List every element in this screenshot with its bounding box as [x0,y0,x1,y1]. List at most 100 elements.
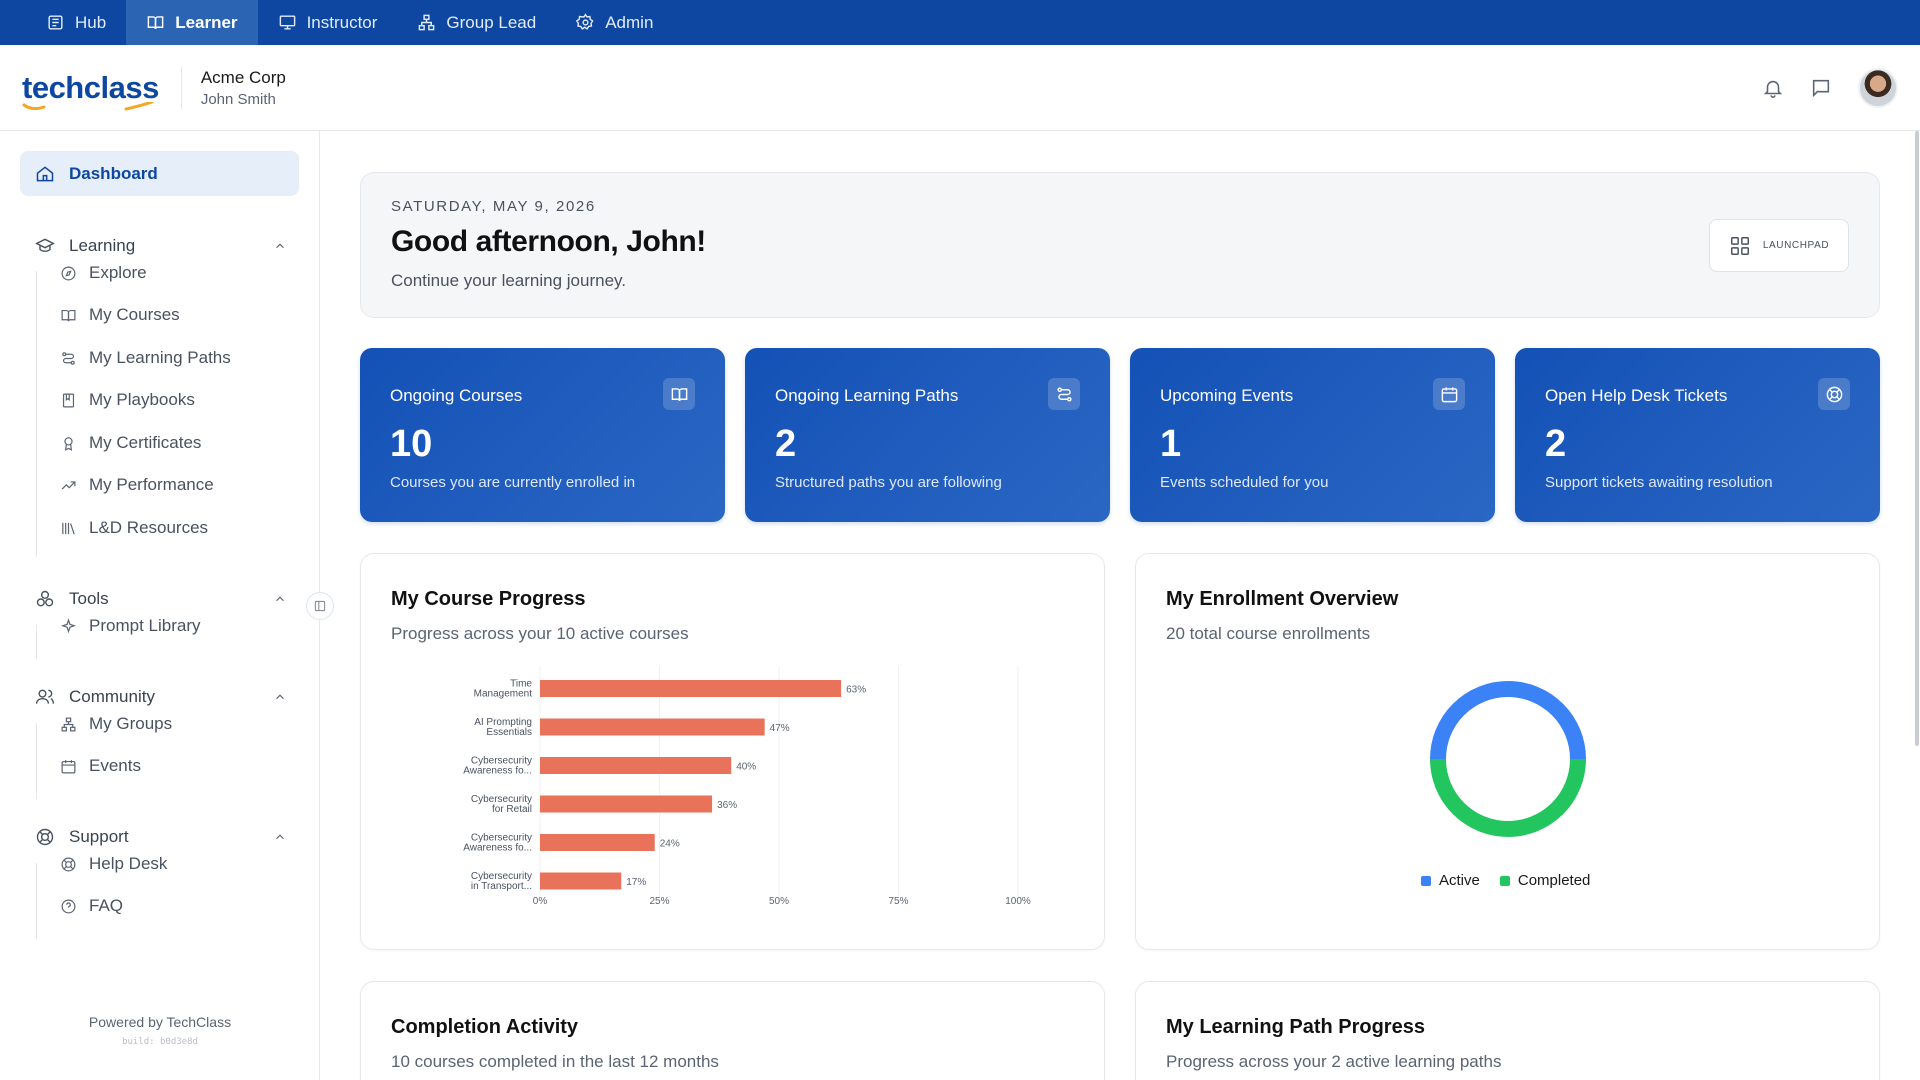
sidebar-section-learning[interactable]: Learning [20,228,299,264]
sidebar-item-faq[interactable]: FAQ [60,890,123,922]
y-tick-label: Cybersecurity [471,833,532,844]
bar[interactable] [540,757,732,774]
donut-legend: Active Completed [1421,872,1590,889]
stat-icon-box [1433,378,1465,410]
bar-value-label: 47% [770,723,790,734]
y-tick-label: Management [474,689,533,700]
launchpad-button[interactable]: LAUNCHPAD [1709,219,1849,272]
topnav-group-lead[interactable]: Group Lead [397,0,556,45]
sidebar-item-my-groups[interactable]: My Groups [60,708,172,740]
stat-title: Upcoming Events [1160,386,1294,405]
sidebar-item-label: Help Desk [89,854,168,873]
book-open-icon [61,309,76,321]
techclass-logo[interactable]: techclass [22,70,159,110]
sidebar-item-label: L&D Resources [89,518,209,537]
lifebuoy-icon [36,828,54,846]
page-scrollbar[interactable] [1914,131,1920,1080]
x-tick-label: 0% [533,896,548,907]
sidebar-item-prompt-library[interactable]: Prompt Library [60,610,200,642]
topnav-admin[interactable]: Admin [556,0,673,45]
scrollbar-thumb[interactable] [1915,131,1919,746]
stat-card-upcoming-events[interactable]: Upcoming Events 1 Events scheduled for y… [1130,348,1495,522]
sidebar-item-label: My Certificates [89,433,202,452]
bell-icon[interactable] [1762,77,1784,99]
topnav-label: Instructor [306,12,378,32]
org-name: Acme Corp [200,67,286,87]
sidebar-item-my-performance[interactable]: My Performance [60,469,214,501]
completion-activity-card: Completion Activity 10 courses completed… [360,981,1105,1080]
stat-card-ongoing-learning-paths[interactable]: Ongoing Learning Paths 2 Structured path… [745,348,1110,522]
legend-item-completed[interactable]: Completed [1499,872,1590,889]
bar[interactable] [540,872,622,890]
logo-swoosh-icon [22,101,154,110]
chevron-up-icon [276,834,284,840]
y-tick-label: in Transport... [471,881,532,892]
y-tick-label: Essentials [486,727,532,738]
sidebar-item-my-playbooks[interactable]: My Playbooks [60,384,195,416]
launchpad-label: LAUNCHPAD [1762,240,1830,251]
sidebar-item-ld-resources[interactable]: L&D Resources [60,512,208,544]
lifebuoy-icon [61,857,76,871]
bar-value-label: 17% [626,877,646,888]
sidebar-item-help-desk[interactable]: Help Desk [60,848,167,880]
sidebar-item-label: My Learning Paths [89,348,231,367]
route-icon [62,351,75,365]
donut-slice[interactable] [1430,758,1586,837]
legend-item-active[interactable]: Active [1421,872,1480,889]
gear-icon [576,13,594,30]
sidebar: Dashboard Learning Explore My Courses My… [0,131,320,1080]
bar[interactable] [540,718,765,736]
trending-up-icon [61,480,76,489]
sidebar-section-support[interactable]: Support [20,819,299,855]
card-subtitle: 20 total course enrollments [1166,624,1371,643]
card-subtitle: Progress across your 2 active learning p… [1166,1052,1502,1071]
book-icon [671,387,687,401]
stat-title: Ongoing Learning Paths [775,386,959,405]
sidebar-item-events[interactable]: Events [60,750,141,782]
message-icon[interactable] [1810,77,1832,99]
chevron-up-icon [276,243,284,249]
topnav-learner[interactable]: Learner [126,0,258,45]
y-tick-label: Cybersecurity [471,756,532,767]
avatar[interactable] [1858,67,1898,108]
legend-swatch [1499,875,1510,886]
sidebar-item-my-learning-paths[interactable]: My Learning Paths [60,342,231,374]
stat-icon-box [1818,378,1850,410]
sidebar-section-tools[interactable]: Tools [20,581,299,617]
sidebar-item-label: Explore [89,263,147,282]
stat-description: Structured paths you are following [775,474,1002,491]
network-icon [61,717,76,731]
greeting-subtitle: Continue your learning journey. [391,271,626,290]
sidebar-item-label: Events [89,756,141,775]
bar[interactable] [540,795,713,813]
sidebar-section-community[interactable]: Community [20,679,299,715]
stat-value: 2 [1545,423,1567,465]
sidebar-collapse-button[interactable] [306,592,334,620]
topnav-instructor[interactable]: Instructor [258,0,398,45]
org-info: Acme Corp John Smith [201,68,286,108]
bar[interactable] [540,834,655,851]
sidebar-item-dashboard[interactable]: Dashboard [20,151,299,196]
sidebar-item-my-certificates[interactable]: My Certificates [60,427,201,459]
bar[interactable] [540,680,842,697]
stat-value: 10 [390,423,433,465]
card-title: My Course Progress [391,588,586,610]
stat-description: Support tickets awaiting resolution [1545,474,1773,491]
y-tick-label: Cybersecurity [471,794,532,805]
sidebar-item-my-courses[interactable]: My Courses [60,299,180,331]
donut-slice[interactable] [1430,681,1586,760]
stat-card-open-help-desk-tickets[interactable]: Open Help Desk Tickets 2 Support tickets… [1515,348,1880,522]
card-title: My Learning Path Progress [1166,1016,1425,1038]
section-label: Tools [69,589,109,608]
stat-card-ongoing-courses[interactable]: Ongoing Courses 10 Courses you are curre… [360,348,725,522]
sidebar-item-explore[interactable]: Explore [60,257,147,289]
y-tick-label: AI Prompting [474,717,532,728]
current-date: SATURDAY, MAY 9, 2026 [391,198,596,215]
section-label: Community [69,687,155,706]
chevron-up-icon [276,596,284,602]
topnav-hub[interactable]: Hub [26,0,126,45]
y-tick-label: Time [510,679,532,690]
route-icon [1056,386,1072,402]
card-title: My Enrollment Overview [1166,588,1399,610]
